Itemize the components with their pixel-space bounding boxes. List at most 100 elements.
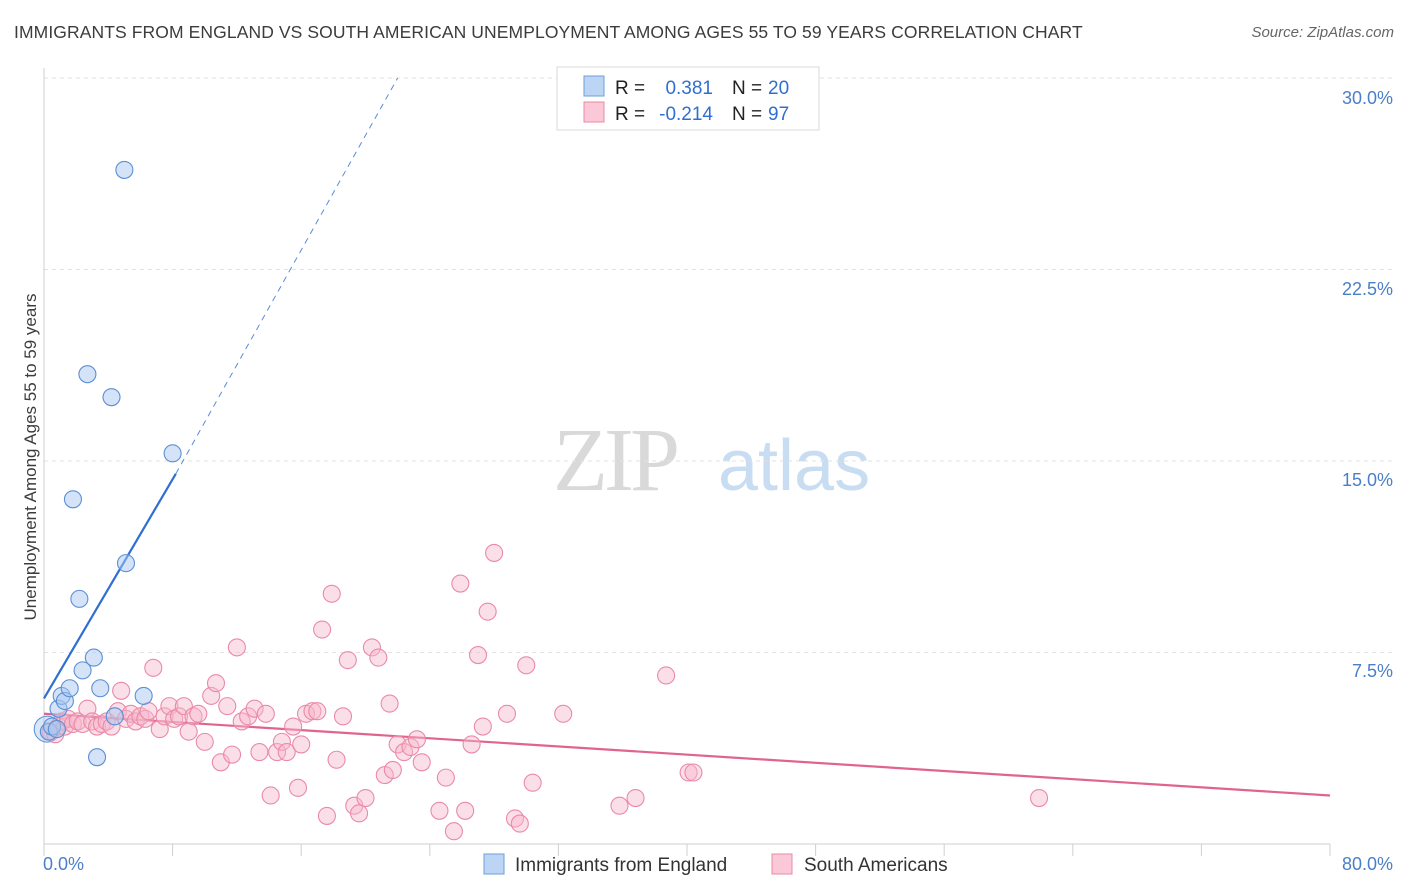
point-south-americans-51: [292, 735, 311, 754]
chart-source: Source: ZipAtlas.com: [1251, 24, 1394, 41]
point-south-americans-64: [362, 638, 381, 657]
y-tick-label-22-5: 22.5%: [1342, 279, 1393, 299]
data-points: [33, 160, 1049, 841]
point-south-americans-92: [657, 666, 676, 685]
point-south-americans-91: [626, 788, 645, 808]
y-tick-label-30: 30.0%: [1342, 88, 1393, 108]
point-south-americans-27: [165, 709, 184, 728]
point-south-americans-93: [679, 763, 698, 782]
point-south-americans-82: [478, 602, 497, 621]
point-south-americans-31: [184, 707, 203, 726]
legend-swatch-england: [583, 75, 605, 97]
point-south-americans-6: [63, 714, 82, 734]
point-south-americans-86: [510, 814, 529, 833]
point-south-americans-67: [380, 694, 399, 713]
point-south-americans-37: [218, 697, 237, 716]
point-south-americans-56: [317, 806, 336, 825]
point-england-16: [115, 160, 134, 179]
x-tick-label-max: 80.0%: [1342, 854, 1393, 874]
legend-swatch-south-americans: [583, 101, 605, 123]
point-south-americans-74: [430, 801, 449, 820]
trend-line-england: [43, 473, 177, 700]
point-england-14: [102, 388, 121, 407]
legend-box: R = 0.381 N = 20 R = -0.214 N = 97: [556, 66, 820, 131]
point-south-americans-90: [610, 796, 629, 815]
point-south-americans-59: [333, 707, 353, 726]
point-england-13: [91, 679, 110, 698]
point-england-12: [87, 748, 107, 767]
point-south-americans-89: [554, 704, 573, 723]
point-south-americans-23: [144, 658, 163, 677]
point-south-americans-65: [369, 648, 388, 667]
point-south-americans-30: [179, 722, 198, 741]
point-south-americans-60: [338, 651, 357, 670]
point-south-americans-42: [245, 699, 264, 718]
point-south-americans-49: [284, 717, 303, 736]
point-england-18: [134, 686, 153, 705]
y-axis-label: Unemployment Among Ages 55 to 59 years: [21, 294, 40, 621]
point-south-americans-83: [485, 543, 504, 562]
point-south-americans-79: [462, 735, 481, 754]
legend-n-value-england: 20: [768, 78, 789, 99]
axes: [43, 68, 1331, 856]
watermark-atlas: atlas: [718, 426, 870, 506]
legend-n-label-south-americans: N =: [732, 104, 762, 125]
point-england-10: [78, 365, 97, 384]
point-england-8: [70, 589, 89, 608]
point-south-americans-80: [468, 646, 488, 665]
point-england-6: [60, 679, 79, 698]
point-south-americans-47: [272, 732, 291, 751]
point-south-americans-48: [277, 743, 296, 762]
point-south-americans-62: [350, 804, 369, 823]
point-south-americans-95: [1029, 788, 1049, 808]
point-south-americans-35: [206, 674, 226, 693]
point-south-americans-75: [436, 768, 455, 787]
point-south-americans-84: [497, 704, 517, 723]
point-south-americans-7: [68, 712, 87, 731]
point-south-americans-72: [407, 730, 426, 749]
point-south-americans-85: [505, 809, 525, 828]
point-england-19: [163, 444, 182, 463]
point-south-americans-22: [139, 702, 158, 721]
point-south-americans-76: [444, 822, 463, 841]
legend-n-label-england: N =: [732, 78, 762, 99]
trend-line-england-extension: [175, 77, 399, 475]
y-tick-label-7-5: 7.5%: [1352, 661, 1393, 681]
bottom-legend-label-south-americans: South Americans: [804, 855, 948, 876]
bottom-legend-swatch-south-americans: [771, 853, 793, 875]
legend-r-value-south-americans: -0.214: [659, 104, 713, 125]
point-england-2: [47, 720, 66, 739]
point-south-americans-39: [227, 638, 246, 657]
point-south-americans-43: [250, 743, 269, 762]
point-south-americans-41: [239, 707, 258, 726]
point-south-americans-77: [451, 574, 470, 593]
trend-line-south-americans: [43, 712, 1331, 797]
y-tick-label-15: 15.0%: [1342, 470, 1393, 490]
bottom-legend-label-england: Immigrants from England: [515, 855, 727, 876]
point-south-americans-68: [383, 760, 402, 780]
point-england-15: [105, 707, 124, 726]
chart-title: IMMIGRANTS FROM ENGLAND VS SOUTH AMERICA…: [14, 22, 1083, 42]
bottom-legend: Immigrants from England South Americans: [483, 853, 948, 876]
legend-r-label-south-americans: R =: [615, 104, 645, 125]
point-england-9: [73, 661, 92, 680]
point-south-americans-32: [189, 704, 208, 723]
point-south-americans-54: [308, 702, 327, 721]
point-south-americans-58: [327, 750, 346, 769]
point-south-americans-33: [195, 732, 214, 751]
point-south-americans-11: [87, 717, 107, 736]
point-south-americans-16: [112, 681, 131, 700]
point-england-7: [63, 490, 82, 509]
point-england-17: [116, 554, 136, 573]
x-tick-label-min: 0.0%: [43, 854, 84, 874]
bottom-legend-swatch-england: [483, 853, 505, 875]
point-south-americans-50: [288, 778, 308, 797]
point-south-americans-46: [268, 743, 287, 762]
legend-r-value-england: 0.381: [665, 78, 713, 99]
point-england-11: [84, 648, 103, 667]
legend-r-label-england: R =: [615, 78, 645, 99]
point-south-americans-57: [322, 584, 341, 603]
point-south-americans-73: [412, 753, 431, 772]
point-south-americans-88: [523, 773, 542, 792]
